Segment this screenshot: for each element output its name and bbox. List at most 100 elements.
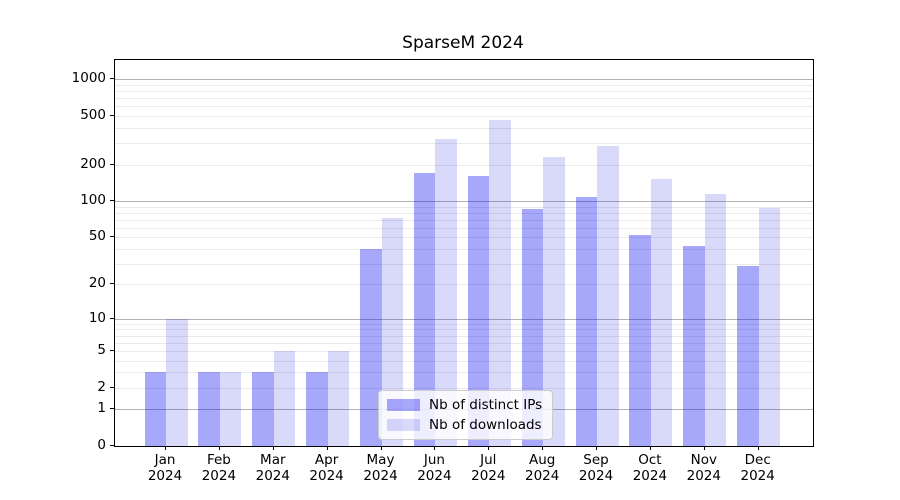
x-tick-mark bbox=[380, 446, 382, 450]
bar-downloads-jan bbox=[166, 318, 188, 446]
bar-ips-nov bbox=[683, 246, 705, 446]
x-tick-mark bbox=[165, 446, 166, 450]
x-tick-month: Feb bbox=[206, 452, 231, 468]
gridline-major bbox=[115, 318, 813, 320]
gridline-minor bbox=[115, 248, 813, 250]
y-tick-mark bbox=[110, 115, 114, 117]
y-tick-label: 100 bbox=[80, 192, 106, 209]
x-tick-mark bbox=[757, 446, 759, 450]
y-tick-mark bbox=[110, 445, 114, 446]
gridline-minor bbox=[115, 116, 813, 118]
gridline-major bbox=[115, 79, 813, 81]
bar-downloads-aug bbox=[543, 157, 565, 446]
y-tick-mark bbox=[110, 200, 114, 202]
gridline-minor bbox=[115, 342, 813, 344]
bar-ips-sep bbox=[575, 197, 597, 446]
y-tick-label: 500 bbox=[80, 107, 106, 124]
x-tick-mark bbox=[272, 446, 274, 450]
x-tick-month: Jun bbox=[423, 452, 445, 468]
x-tick-label: Jun 2024 bbox=[394, 452, 474, 484]
x-tick-month: Sep bbox=[583, 452, 609, 468]
x-tick-mark bbox=[434, 446, 436, 450]
x-tick-month: Aug bbox=[529, 452, 556, 468]
x-tick-label: Nov 2024 bbox=[664, 452, 744, 484]
x-tick-year: 2024 bbox=[255, 468, 290, 484]
gridline-minor bbox=[115, 143, 813, 145]
x-tick-label: Mar 2024 bbox=[233, 452, 313, 484]
plot-area bbox=[114, 59, 814, 447]
bar-downloads-apr bbox=[327, 350, 350, 446]
x-tick-year: 2024 bbox=[147, 468, 183, 484]
gridline-minor bbox=[115, 106, 813, 108]
bar-downloads-mar bbox=[273, 350, 296, 446]
y-tick-mark bbox=[110, 349, 114, 351]
y-tick-label: 0 bbox=[97, 437, 106, 453]
x-tick-year: 2024 bbox=[471, 468, 506, 484]
x-tick-mark bbox=[326, 446, 328, 450]
x-tick-year: 2024 bbox=[740, 468, 775, 484]
x-tick-label: Jul 2024 bbox=[448, 452, 528, 484]
legend-entry-distinct-ips: Nb of distinct IPs bbox=[387, 397, 542, 413]
y-tick-label: 2 bbox=[97, 378, 106, 395]
bar-ips-oct bbox=[629, 235, 651, 446]
gridline-minor bbox=[115, 91, 813, 93]
bar-downloads-may bbox=[381, 217, 403, 446]
x-tick-label: Aug 2024 bbox=[502, 452, 582, 484]
bar-ips-may bbox=[360, 248, 382, 446]
x-tick-label: Feb 2024 bbox=[179, 452, 259, 484]
legend-swatch-ips bbox=[387, 399, 420, 411]
y-tick-mark bbox=[110, 236, 114, 238]
bar-ips-apr bbox=[306, 372, 328, 446]
gridline-minor bbox=[115, 329, 813, 331]
bar-downloads-dec bbox=[758, 208, 781, 446]
bar-downloads-oct bbox=[650, 178, 673, 446]
y-tick-label: 10 bbox=[88, 309, 106, 326]
gridline-minor bbox=[115, 372, 813, 374]
x-tick-year: 2024 bbox=[309, 468, 344, 484]
gridline-major bbox=[115, 201, 813, 203]
gridline-minor bbox=[115, 323, 813, 325]
gridline-minor bbox=[115, 164, 813, 166]
x-tick-mark bbox=[596, 446, 597, 450]
x-tick-month: Dec bbox=[744, 452, 771, 468]
legend-swatch-downloads bbox=[387, 419, 420, 431]
x-tick-year: 2024 bbox=[417, 468, 452, 484]
x-tick-mark bbox=[649, 446, 651, 450]
bar-downloads-jun bbox=[435, 138, 457, 446]
gridline-minor bbox=[115, 263, 813, 265]
x-tick-year: 2024 bbox=[525, 468, 560, 484]
y-tick-label: 1000 bbox=[71, 70, 106, 87]
gridline-minor bbox=[115, 212, 813, 214]
x-tick-month: Mar bbox=[260, 452, 286, 468]
bar-ips-jan bbox=[144, 372, 166, 446]
y-tick-mark bbox=[110, 317, 114, 319]
x-tick-label: Dec 2024 bbox=[718, 452, 798, 484]
bar-downloads-sep bbox=[597, 145, 619, 446]
bar-ips-dec bbox=[737, 265, 759, 446]
x-tick-label: Jan 2024 bbox=[125, 452, 205, 484]
legend-label-ips: Nb of distinct IPs bbox=[429, 397, 543, 413]
x-tick-mark bbox=[218, 446, 220, 450]
bar-ips-aug bbox=[521, 209, 544, 446]
x-tick-label: Oct 2024 bbox=[610, 452, 690, 484]
legend: Nb of distinct IPs Nb of downloads bbox=[378, 390, 554, 440]
y-tick-label: 200 bbox=[80, 155, 106, 172]
x-tick-year: 2024 bbox=[686, 468, 721, 484]
y-tick-label: 5 bbox=[97, 341, 106, 358]
bar-downloads-feb bbox=[219, 372, 242, 446]
x-tick-month: Jan bbox=[154, 452, 176, 468]
chart-title: SparseM 2024 bbox=[402, 33, 524, 53]
gridline-minor bbox=[115, 360, 813, 362]
gridline-minor bbox=[115, 387, 813, 389]
x-tick-mark bbox=[703, 446, 705, 450]
y-tick-mark bbox=[110, 408, 114, 410]
gridline-minor bbox=[115, 350, 813, 352]
x-tick-label: May 2024 bbox=[341, 452, 421, 484]
y-tick-label: 1 bbox=[97, 400, 106, 417]
x-tick-mark bbox=[542, 446, 544, 450]
x-tick-mark bbox=[488, 446, 490, 450]
gridline-minor bbox=[115, 98, 813, 100]
gridline-minor bbox=[115, 219, 813, 221]
x-tick-month: Oct bbox=[638, 452, 662, 468]
